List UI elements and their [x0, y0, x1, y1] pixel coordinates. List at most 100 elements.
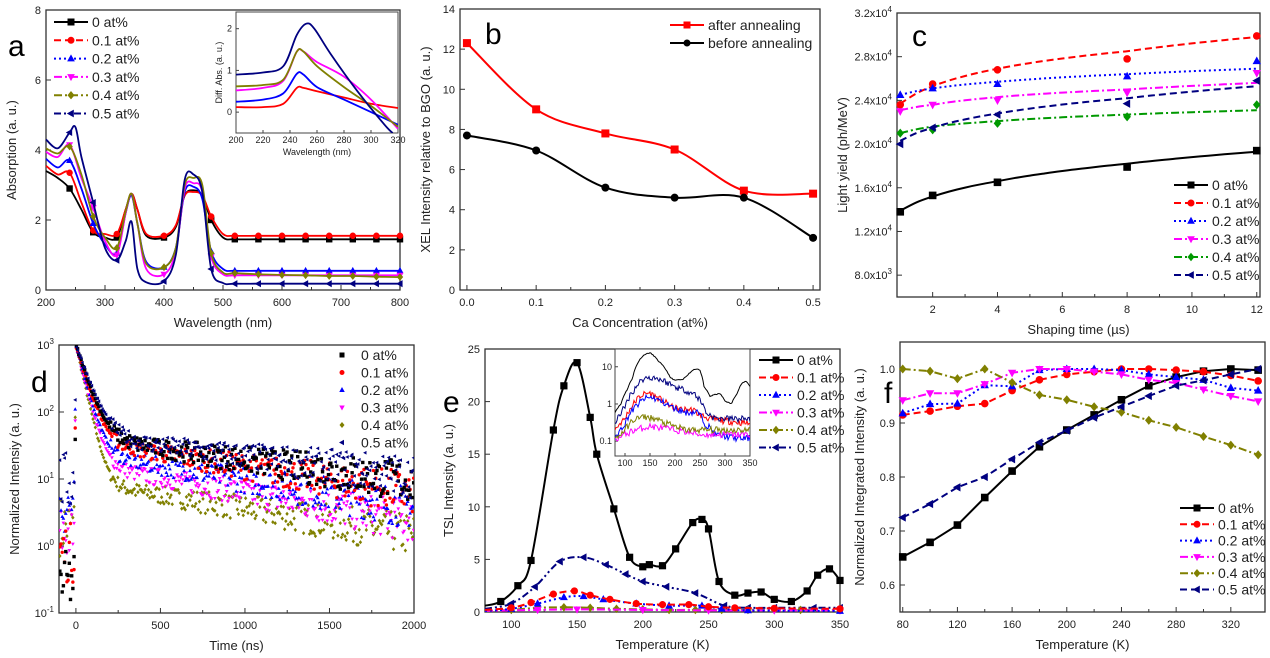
x-tick-label: 320 [1222, 619, 1240, 631]
data-point [374, 471, 378, 476]
data-point [353, 530, 358, 535]
data-point [898, 364, 907, 374]
legend-label: 0.1 at% [797, 370, 844, 386]
data-point [383, 460, 387, 465]
y-tick-label: 14 [443, 4, 455, 16]
data-point [315, 515, 320, 519]
data-point [405, 460, 410, 465]
x-tick-label: 0 [73, 620, 79, 632]
y-axis-label: XEL Intensity relative to BGO (a. u.) [418, 46, 433, 252]
data-point [330, 465, 334, 469]
data-point [275, 480, 280, 484]
panel-c: 2 4 6 8 10 128.0x1031.2x1041.6x1042.0x1042.4x… [835, 5, 1263, 337]
data-point [251, 479, 255, 483]
data-point [116, 422, 121, 427]
data-point [212, 496, 217, 501]
data-point [72, 504, 76, 509]
data-point [101, 430, 106, 435]
data-point [328, 513, 333, 517]
series-01at [484, 587, 844, 613]
legend-marker-icon [339, 439, 344, 446]
data-point [1062, 395, 1071, 405]
data-point [113, 252, 121, 259]
data-point [300, 496, 305, 501]
data-point [125, 488, 129, 493]
data-point [66, 578, 70, 582]
data-point [159, 447, 163, 452]
legend-item: 0.1 at% [54, 32, 139, 48]
data-point [186, 440, 191, 445]
data-point [407, 488, 411, 493]
data-point [215, 448, 219, 452]
legend-item: 0.4 at% [339, 417, 408, 433]
data-point [127, 471, 132, 476]
data-point [408, 493, 412, 497]
data-point [341, 501, 346, 505]
data-point [273, 451, 277, 456]
data-point [269, 458, 274, 462]
data-point [196, 507, 200, 512]
data-point [744, 606, 752, 614]
data-point [549, 590, 557, 598]
data-point [243, 453, 247, 458]
data-point [301, 499, 306, 503]
data-point [181, 478, 185, 482]
data-point [307, 480, 312, 485]
data-point [358, 540, 363, 545]
data-point [242, 445, 246, 450]
data-point [398, 493, 403, 497]
data-point [125, 439, 129, 444]
data-point [293, 489, 298, 494]
data-point [144, 451, 148, 455]
data-point [209, 497, 214, 501]
data-point [357, 527, 361, 532]
data-point [350, 452, 354, 457]
data-point [180, 442, 185, 446]
legend-marker-icon [1187, 199, 1195, 207]
data-point [386, 455, 391, 460]
data-point [304, 511, 308, 515]
data-point [381, 518, 385, 523]
data-point [263, 495, 268, 499]
data-point [346, 489, 351, 494]
data-point [367, 468, 372, 473]
data-point [167, 501, 171, 506]
series-0at [59, 345, 414, 602]
data-point [993, 66, 1002, 74]
data-point [980, 493, 989, 502]
data-point [170, 457, 174, 461]
data-point [197, 499, 202, 504]
data-point [231, 232, 238, 239]
data-point [76, 351, 81, 356]
data-point [373, 465, 378, 470]
data-point [206, 463, 210, 468]
data-point [352, 527, 357, 531]
x-tick-label: 12 [1251, 304, 1263, 316]
data-point [196, 466, 200, 470]
data-point [165, 473, 170, 477]
data-point [1117, 395, 1126, 404]
data-point [146, 444, 150, 449]
data-point [233, 446, 237, 450]
data-point [268, 472, 273, 477]
data-point [281, 448, 286, 452]
data-point [59, 569, 62, 573]
data-point [161, 453, 165, 458]
data-point [217, 480, 222, 484]
data-point [123, 485, 127, 490]
data-point [409, 530, 413, 536]
x-tick-label: 10 [1186, 304, 1198, 316]
data-point [237, 475, 242, 479]
panel-e: 100 150 200 250 300 3500510152025Temperature … [441, 344, 849, 652]
data-point [183, 475, 188, 479]
data-point [253, 483, 257, 487]
data-point [143, 487, 147, 492]
data-point [128, 463, 133, 467]
data-point [249, 466, 254, 470]
data-point [63, 539, 68, 543]
legend-item: 0.5 at% [54, 106, 139, 122]
data-point [320, 490, 325, 494]
data-point [160, 277, 167, 285]
y-tick-label: 4 [35, 145, 41, 157]
data-point [142, 490, 146, 495]
